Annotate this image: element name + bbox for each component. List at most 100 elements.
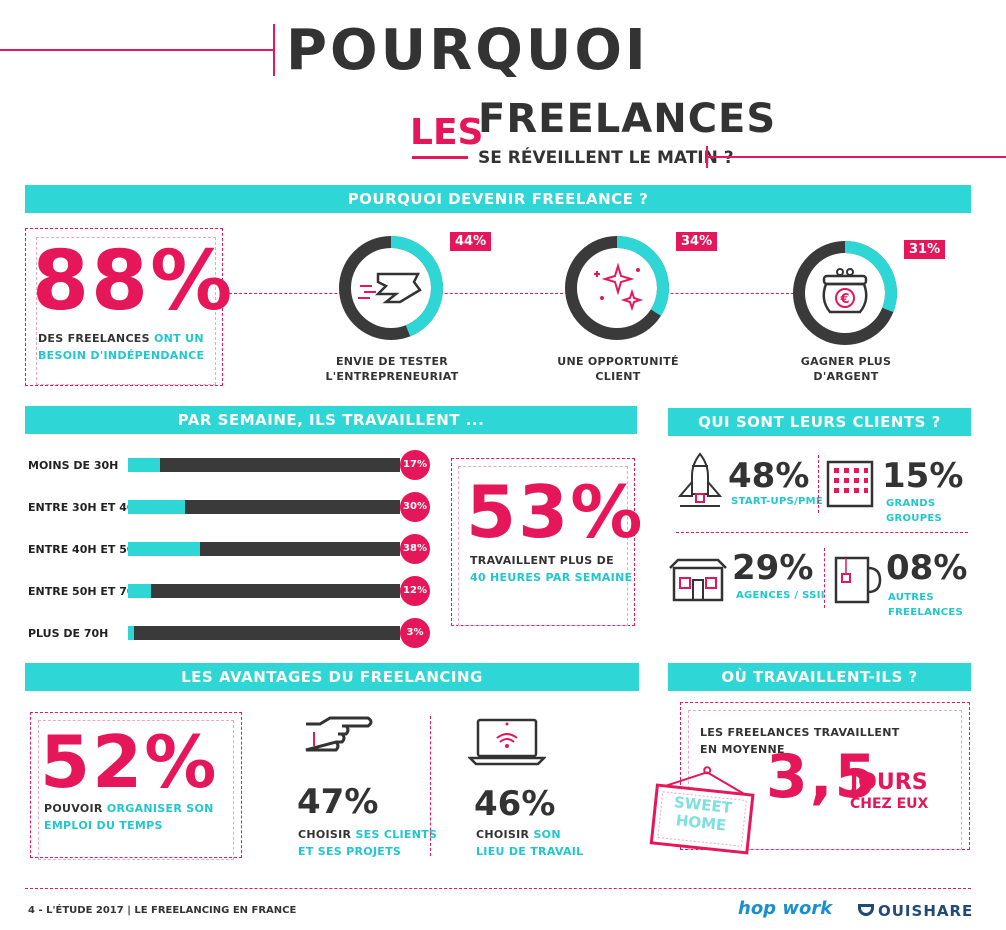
- why-big-box: [25, 228, 223, 386]
- week-fill-4: [128, 626, 134, 640]
- where-box-shadow: [688, 710, 962, 850]
- client-pct-3: 08%: [886, 548, 968, 588]
- client-label-1a: GRANDS: [886, 498, 936, 509]
- week-fill-0: [128, 458, 161, 472]
- why-big-text: DES FREELANCES ONT UN BESOIN D'INDÉPENDA…: [38, 330, 204, 364]
- why-connector: [224, 293, 824, 294]
- ouishare-logo: OUISHARE: [878, 902, 974, 920]
- mug-icon: [834, 556, 882, 604]
- client-pct-1: 15%: [882, 456, 964, 496]
- adv-item1-b: SES CLIENTS: [355, 828, 438, 841]
- week-row-label-2: ENTRE 40H ET 50H: [28, 543, 144, 556]
- why-donut-3: [793, 241, 897, 345]
- why-tag-3: 31%: [904, 240, 946, 259]
- week-track-2: [128, 542, 400, 556]
- subtitle: SE RÉVEILLENT LE MATIN ?: [478, 148, 734, 168]
- adv-big-text-b: ORGANISER SON: [106, 802, 214, 815]
- why-tag-1: 44%: [450, 232, 492, 251]
- why-donut-1: [339, 236, 443, 340]
- week-fill-3: [128, 584, 151, 598]
- why-label-2a: UNE OPPORTUNITÉ: [557, 355, 679, 368]
- header-line-right: [706, 156, 1006, 158]
- paper-plane-icon: [358, 272, 422, 304]
- adv-item2-c: LIEU DE TRAVAIL: [476, 845, 584, 858]
- week-big-text-a: TRAVAILLENT PLUS DE: [470, 554, 614, 567]
- clients-hdivider: [676, 532, 968, 533]
- euro-purse-icon: €: [822, 268, 868, 314]
- clients-vdivider-2: [824, 548, 825, 608]
- where-jours: JOURS: [850, 770, 928, 795]
- adv-big-text: POUVOIR ORGANISER SON EMPLOI DU TEMPS: [44, 800, 214, 834]
- pointing-hand-icon: [305, 716, 373, 752]
- where-text: LES FREELANCES TRAVAILLENT EN MOYENNE: [700, 724, 900, 758]
- week-badge-3: 12%: [400, 576, 430, 606]
- laptop-wifi-icon: [468, 718, 546, 766]
- sparkle-icon: [594, 262, 644, 312]
- adv-item2-a: CHOISIR: [476, 828, 530, 841]
- week-row-label-3: ENTRE 50H ET 70H: [28, 585, 144, 598]
- sweet-home-sign-icon: [649, 766, 755, 855]
- why-big-percent: 88%: [32, 234, 235, 329]
- page-title: POURQUOI: [286, 18, 649, 83]
- section-header-adv: LES AVANTAGES DU FREELANCING: [25, 663, 639, 691]
- client-label-3b: FREELANCES: [888, 607, 964, 618]
- where-text-a: LES FREELANCES TRAVAILLENT: [700, 726, 900, 739]
- adv-item1-percent: 47%: [297, 782, 379, 822]
- title-freelances: FREELANCES: [478, 96, 777, 142]
- adv-item1-a: CHOISIR: [298, 828, 352, 841]
- adv-big-percent: 52%: [40, 720, 219, 804]
- week-fill-2: [128, 542, 201, 556]
- week-track-0: [128, 458, 400, 472]
- adv-big-text-c: EMPLOI DU TEMPS: [44, 819, 163, 832]
- week-fill-1: [128, 500, 186, 514]
- where-big-number: 3,5: [766, 742, 879, 812]
- why-label-3: GAGNER PLUS D'ARGENT: [776, 354, 916, 384]
- adv-item1-text: CHOISIR SES CLIENTS ET SES PROJETS: [298, 826, 437, 860]
- week-big-text-b: 40 HEURES PAR SEMAINE: [470, 571, 633, 584]
- section-header-clients: QUI SONT LEURS CLIENTS ?: [668, 408, 971, 436]
- where-text-b: EN MOYENNE: [700, 743, 785, 756]
- client-pct-0: 48%: [728, 456, 810, 496]
- rocket-icon: [677, 452, 723, 507]
- adv-big-text-a: POUVOIR: [44, 802, 103, 815]
- week-badge-4: 3%: [400, 618, 430, 648]
- week-badge-2: 38%: [400, 534, 430, 564]
- client-label-2: AGENCES / SSII: [736, 590, 825, 601]
- adv-item2-b: SON: [533, 828, 561, 841]
- why-label-3a: GAGNER PLUS: [800, 355, 892, 368]
- house-icon: [669, 558, 727, 602]
- adv-big-box: [30, 712, 242, 858]
- week-badge-0: 17%: [400, 450, 430, 480]
- adv-item1-c: ET SES PROJETS: [298, 845, 402, 858]
- adv-big-box-shadow: [38, 720, 234, 860]
- svg-text:€: €: [839, 292, 849, 307]
- client-label-1b: GROUPES: [886, 513, 942, 524]
- why-label-1b: L'ENTREPRENEURIAT: [325, 370, 459, 383]
- why-tag-2: 34%: [676, 232, 718, 251]
- header-line-left: [0, 49, 275, 51]
- client-label-3: AUTRES FREELANCES: [888, 590, 963, 620]
- client-label-3a: AUTRES: [888, 592, 934, 603]
- title-les: LES: [410, 112, 484, 153]
- client-pct-2: 29%: [732, 548, 814, 588]
- adv-vdivider: [430, 716, 431, 856]
- hopwork-logo: hop work: [738, 898, 833, 919]
- why-label-3b: D'ARGENT: [813, 370, 879, 383]
- why-label-2b: CLIENT: [595, 370, 641, 383]
- footer-caption: 4 - L'ÉTUDE 2017 | LE FREELANCING EN FRA…: [28, 905, 297, 916]
- header-line-left-cap: [273, 24, 275, 76]
- section-header-where: OÙ TRAVAILLENT-ILS ?: [668, 663, 971, 691]
- adv-item2-percent: 46%: [474, 784, 556, 824]
- week-track-3: [128, 584, 400, 598]
- client-label-1: GRANDS GROUPES: [886, 496, 942, 526]
- week-big-text: TRAVAILLENT PLUS DE 40 HEURES PAR SEMAIN…: [470, 552, 632, 586]
- week-track-1: [128, 500, 400, 514]
- week-big-box-shadow: [458, 466, 628, 626]
- week-badge-1: 30%: [400, 492, 430, 522]
- week-row-label-0: MOINS DE 30H: [28, 459, 119, 472]
- why-big-text-a: DES FREELANCES: [38, 332, 150, 345]
- section-header-week: PAR SEMAINE, ILS TRAVAILLENT ...: [25, 406, 637, 434]
- clients-vdivider-1: [818, 455, 819, 513]
- week-track-4: [128, 626, 400, 640]
- building-icon: [826, 460, 874, 508]
